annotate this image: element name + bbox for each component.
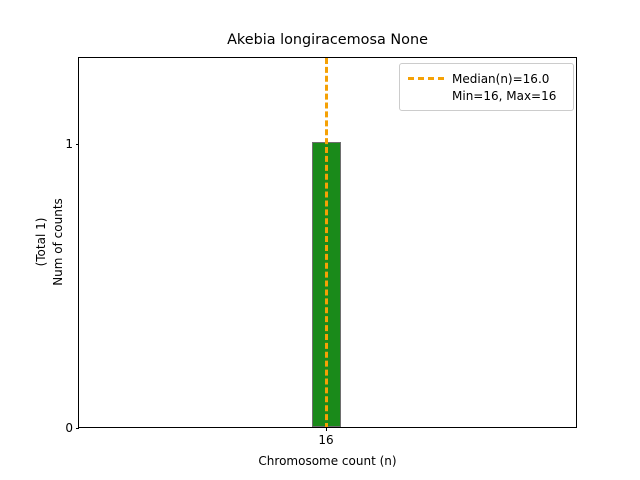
- y-axis-label: (Total 1) Num of counts: [33, 198, 67, 286]
- ytick-mark-1: [75, 143, 79, 145]
- ytick-mark-0: [75, 427, 79, 429]
- legend: Median(n)=16.0 Min=16, Max=16: [399, 63, 574, 111]
- median-line: [325, 58, 328, 427]
- legend-label-minmax: Min=16, Max=16: [452, 88, 557, 103]
- xtick-mark-16: [325, 427, 327, 431]
- xtick-label-16: 16: [318, 433, 334, 447]
- plot-axes: 1 0 16 Median(n)=16.0 Min=16, Max=16: [65, 57, 577, 447]
- ytick-label-1: 1: [65, 137, 73, 151]
- legend-entry-median: Median(n)=16.0: [408, 70, 565, 87]
- legend-dashed-line-icon: [408, 77, 444, 80]
- y-axis-label-line1: (Total 1): [34, 217, 48, 267]
- ytick-label-0: 0: [65, 421, 73, 435]
- legend-label-median: Median(n)=16.0: [452, 71, 550, 86]
- x-axis-label: Chromosome count (n): [258, 454, 397, 468]
- plot-area: [79, 58, 576, 427]
- legend-entry-minmax: Min=16, Max=16: [408, 87, 565, 104]
- y-axis-label-line2: Num of counts: [51, 198, 65, 286]
- chart-title: Akebia longiracemosa None: [227, 32, 428, 48]
